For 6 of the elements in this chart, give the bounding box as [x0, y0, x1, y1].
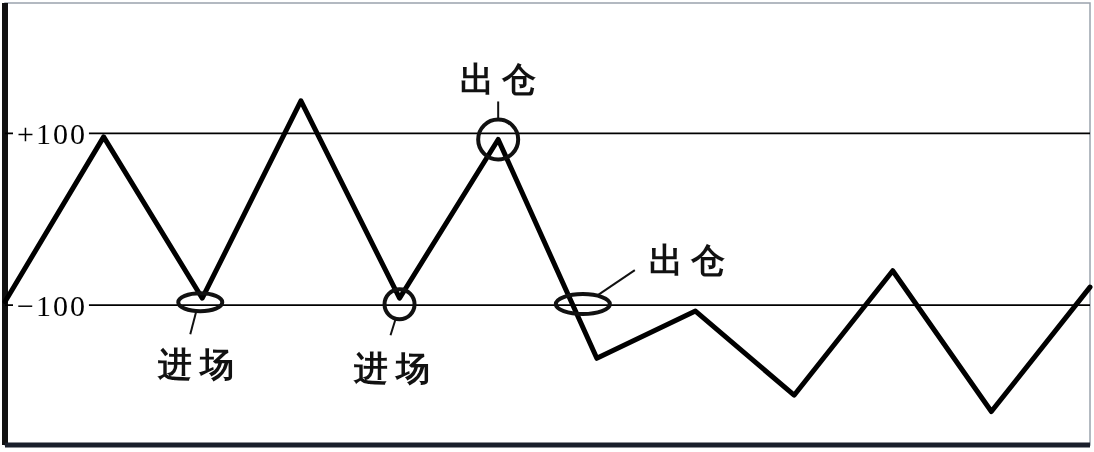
- annotation-text: 进场: [353, 348, 438, 389]
- y-tick-label: −100: [17, 288, 87, 322]
- annotation-text: 出仓: [648, 240, 733, 281]
- annotation-text: 出仓: [460, 59, 545, 100]
- y-tick-label: +100: [17, 116, 87, 150]
- annotation-text: 进场: [158, 344, 243, 385]
